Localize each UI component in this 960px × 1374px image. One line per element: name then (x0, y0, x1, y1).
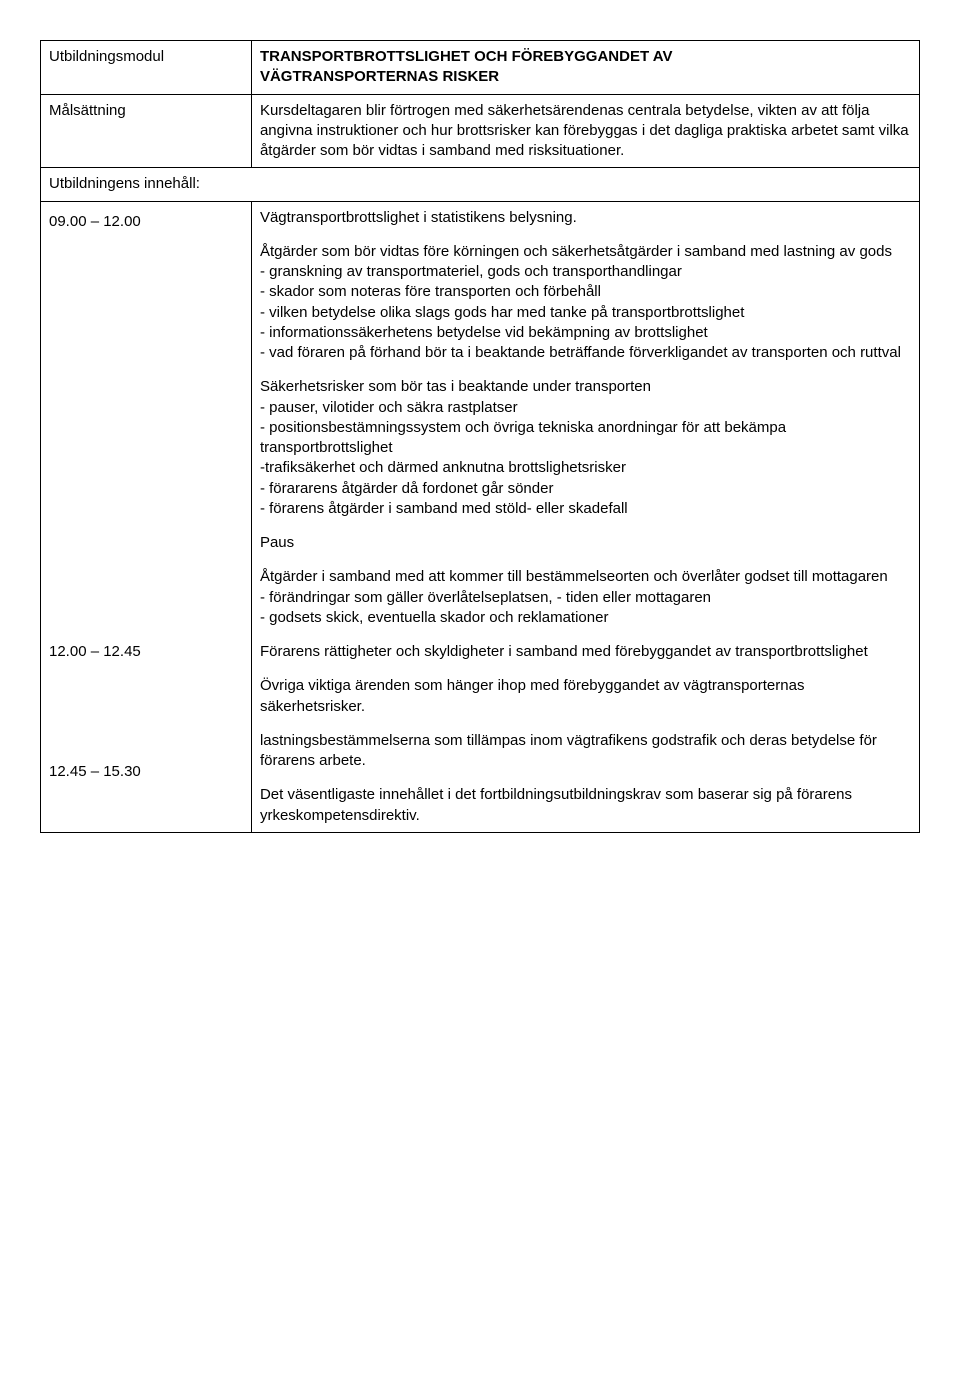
block2-item: - positionsbestämningssystem och övriga … (260, 418, 911, 459)
row-module: Utbildningsmodul TRANSPORTBROTTSLIGHET O… (41, 41, 920, 95)
block3-title: Åtgärder i samband med att kommer till b… (260, 567, 911, 587)
time-3: 12.45 – 15.30 (49, 762, 243, 782)
block2-item: - förararens åtgärder då fordonet går sö… (260, 479, 911, 499)
intro-text: Vägtransportbrottslighet i statistikens … (260, 208, 911, 228)
title-line1: TRANSPORTBROTTSLIGHET OCH FÖREBYGGANDET … (260, 48, 673, 65)
block2-item: -trafiksäkerhet och därmed anknutna brot… (260, 458, 911, 478)
time-1: 09.00 – 12.00 (49, 212, 243, 232)
block1-title: Åtgärder som bör vidtas före körningen o… (260, 242, 911, 262)
block1-item: - informationssäkerhetens betydelse vid … (260, 323, 911, 343)
para1: Förarens rättigheter och skyldigheter i … (260, 642, 911, 662)
para2: Övriga viktiga ärenden som hänger ihop m… (260, 676, 911, 717)
row-content-header: Utbildningens innehåll: (41, 168, 920, 201)
time-2: 12.00 – 12.45 (49, 642, 243, 662)
row-content-body: 09.00 – 12.00 12.00 – 12.45 12.45 – 15.3… (41, 201, 920, 832)
block1: Åtgärder som bör vidtas före körningen o… (260, 242, 911, 364)
block2-title: Säkerhetsrisker som bör tas i beaktande … (260, 377, 911, 397)
block3-item: - förändringar som gäller överlåtelsepla… (260, 588, 911, 608)
block2-item: - förarens åtgärder i samband med stöld-… (260, 499, 911, 519)
para4: Det väsentligaste innehållet i det fortb… (260, 785, 911, 826)
block1-item: - vad föraren på förhand bör ta i beakta… (260, 343, 911, 363)
block1-item: - granskning av transportmateriel, gods … (260, 262, 911, 282)
pause-text: Paus (260, 533, 911, 553)
label-goal: Målsättning (41, 94, 252, 168)
goal-text: Kursdeltagaren blir förtrogen med säkerh… (251, 94, 919, 168)
label-content: Utbildningens innehåll: (41, 168, 920, 201)
module-title: TRANSPORTBROTTSLIGHET OCH FÖREBYGGANDET … (251, 41, 919, 95)
block1-item: - skador som noteras före transporten oc… (260, 282, 911, 302)
time-column: 09.00 – 12.00 12.00 – 12.45 12.45 – 15.3… (41, 201, 252, 832)
label-module: Utbildningsmodul (41, 41, 252, 95)
content-column: Vägtransportbrottslighet i statistikens … (251, 201, 919, 832)
block3: Åtgärder i samband med att kommer till b… (260, 567, 911, 628)
block2-item: - pauser, vilotider och säkra rastplatse… (260, 398, 911, 418)
block3-item: - godsets skick, eventuella skador och r… (260, 608, 911, 628)
para3: lastningsbestämmelserna som tillämpas in… (260, 731, 911, 772)
course-table: Utbildningsmodul TRANSPORTBROTTSLIGHET O… (40, 40, 920, 833)
title-line2: VÄGTRANSPORTERNAS RISKER (260, 68, 499, 85)
block1-item: - vilken betydelse olika slags gods har … (260, 303, 911, 323)
block2: Säkerhetsrisker som bör tas i beaktande … (260, 377, 911, 519)
row-goal: Målsättning Kursdeltagaren blir förtroge… (41, 94, 920, 168)
